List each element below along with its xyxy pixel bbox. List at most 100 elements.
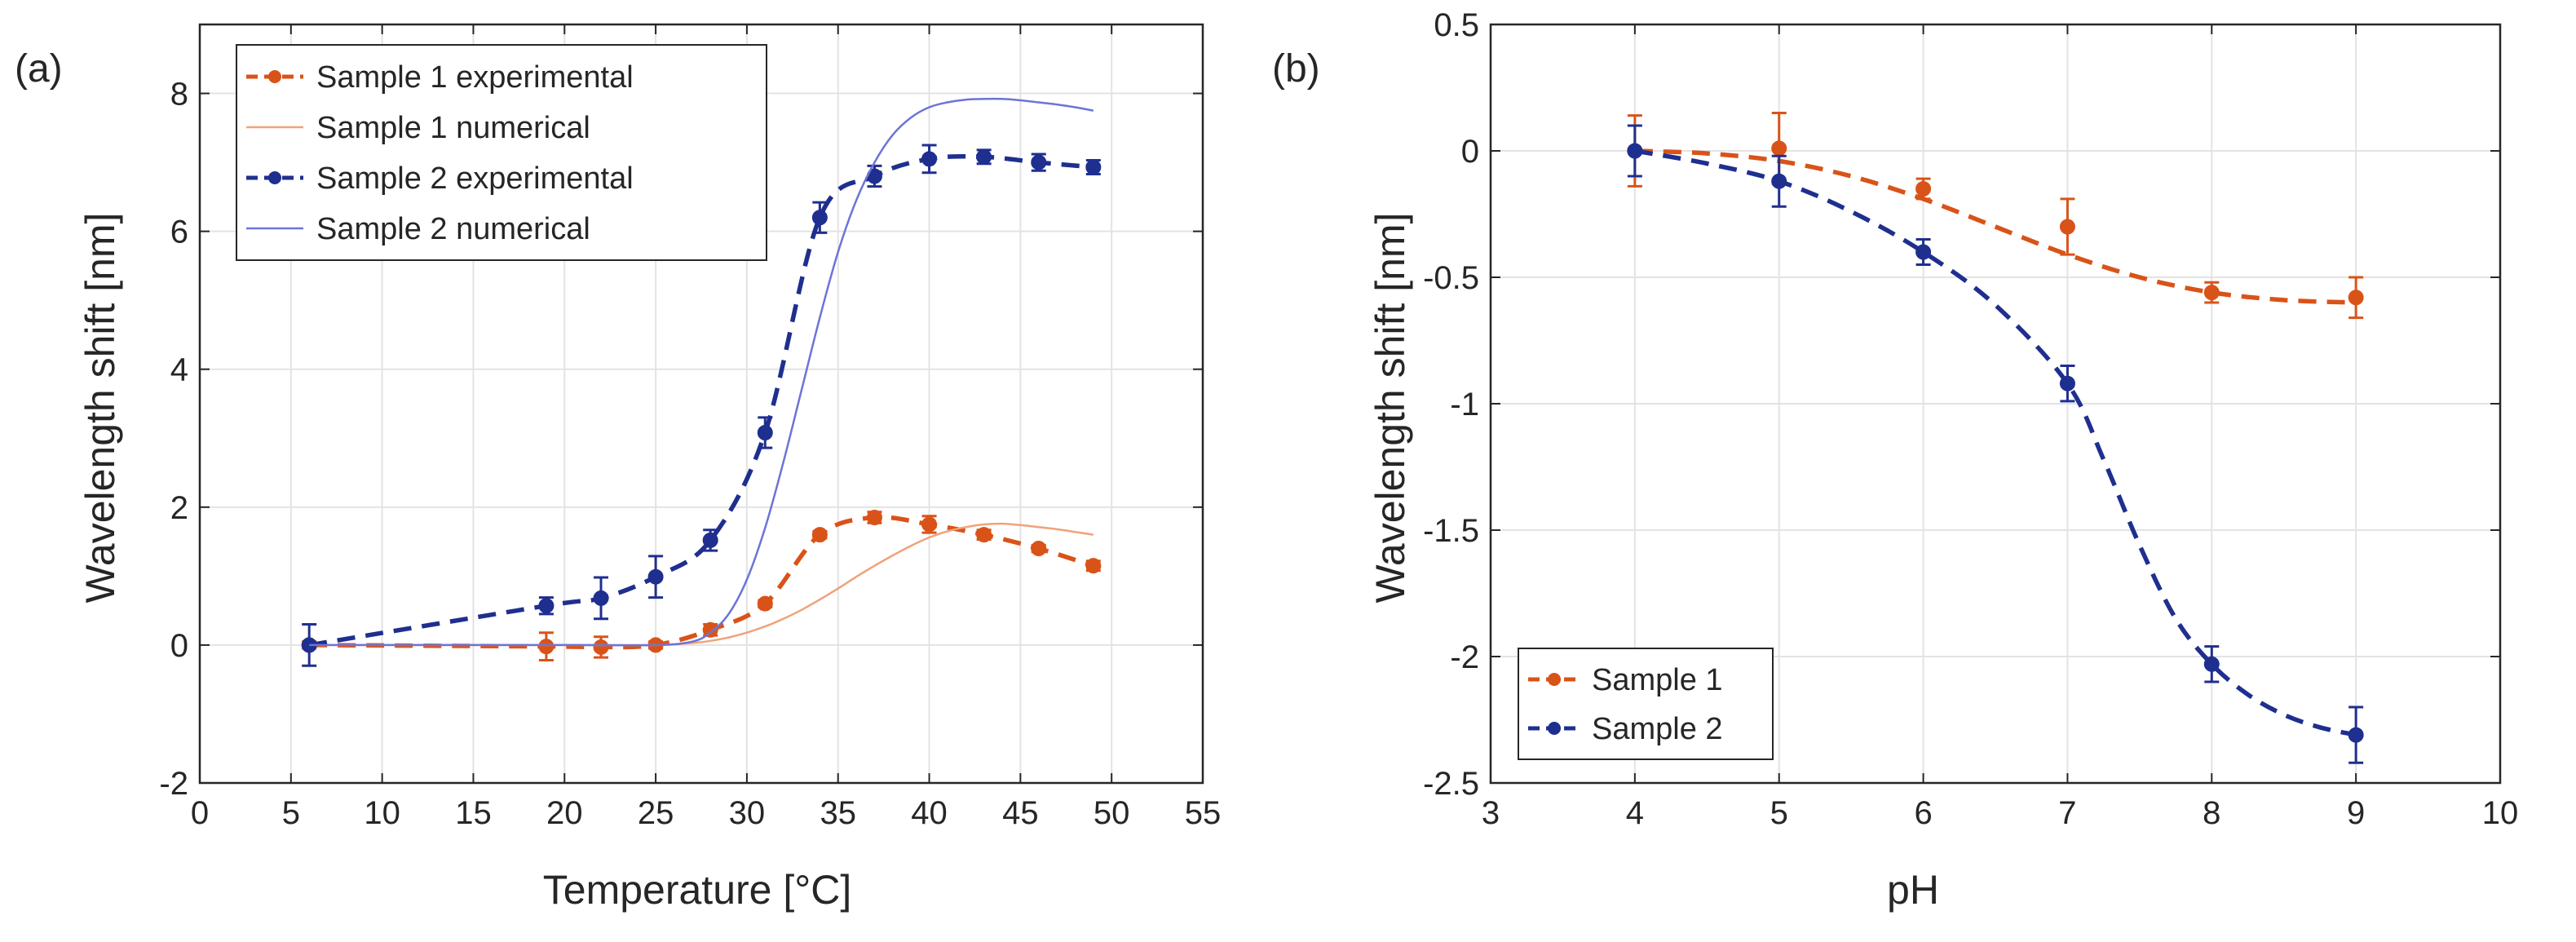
panel-a-x-tick-label: 50	[1094, 795, 1130, 831]
panel-b-y-tick-label: -1	[1450, 387, 1479, 422]
panel-b-x-tick-label: 7	[2058, 795, 2076, 831]
panel-a-y-tick-label: 6	[170, 214, 188, 250]
panel-b-legend: Sample 1 Sample 2	[1518, 648, 1774, 760]
panel-a-y-tick-label: 0	[170, 628, 188, 664]
panel-b-series-sample-1-point	[2348, 290, 2364, 306]
panel-a-series-sample-1-experimental-point	[538, 639, 555, 655]
panel-a-series-sample-2-numerical-line	[309, 97, 1094, 647]
panel-a-y-tick-label: 4	[170, 352, 188, 388]
panel-a-series-sample-1-experimental-point	[811, 527, 828, 543]
panel-a-series-sample-2-experimental-point	[811, 210, 828, 226]
panel-a-x-tick-label: 15	[455, 795, 492, 831]
panel-a-x-tick-label: 20	[546, 795, 583, 831]
panel-b-series-sample-2-point	[1627, 143, 1643, 159]
panel-a-x-tick-label: 25	[638, 795, 674, 831]
panel-b-series-sample-1-point	[1915, 181, 1932, 197]
panel-b-legend-box	[1518, 648, 1774, 760]
panel-a-series-sample-1-experimental-point	[1085, 558, 1102, 574]
panel-a-legend-entry: Sample 2 experimental	[246, 161, 634, 196]
panel-a-x-tick-label: 40	[911, 795, 948, 831]
panel-b-label: (b)	[1272, 47, 1320, 91]
panel-a-x-axis-label: Temperature [°C]	[543, 867, 851, 913]
panel-b-series-sample-1-line	[1634, 148, 2357, 305]
panel-b-series-sample-2-point	[2203, 656, 2220, 672]
panel-b-series-sample-2-point	[2059, 375, 2075, 391]
panel-b-legend-entry: Sample 2	[1528, 712, 1723, 746]
panel-a-legend-entry: Sample 1 experimental	[246, 60, 634, 95]
panel-b-x-tick-label: 10	[2482, 795, 2519, 831]
panel-a-series-sample-2-experimental	[301, 144, 1102, 667]
panel-a-series-sample-2-experimental-point	[1085, 159, 1102, 175]
panel-b-y-tick-label: -2	[1450, 639, 1479, 675]
panel-b-y-tick-label: -0.5	[1423, 260, 1479, 296]
panel-a-x-tick-label: 30	[729, 795, 766, 831]
panel-a-legend-entry: Sample 1 numerical	[246, 111, 590, 145]
panel-b-series-sample-2-point	[1915, 244, 1932, 260]
panel-b-series-sample-1-point	[2203, 285, 2220, 301]
panel-a-y-tick-label: -2	[159, 766, 188, 802]
panel-a-legend-label: Sample 1 experimental	[316, 60, 634, 95]
panel-b-legend-label: Sample 2	[1592, 712, 1723, 746]
panel-a-series-sample-2-experimental-line	[308, 154, 1094, 648]
panel-a-x-tick-label: 55	[1185, 795, 1222, 831]
panel-b-legend-entry: Sample 1	[1528, 663, 1723, 697]
panel-a-series-sample-1-experimental-point	[976, 527, 992, 543]
panel-b-y-axis-label: Wavelength shift [nm]	[1368, 213, 1413, 604]
panel-b-series-sample-2	[1627, 124, 2364, 764]
panel-a-x-tick-label: 0	[191, 795, 209, 831]
panel-a-series-sample-2-experimental-point	[921, 151, 938, 167]
panel-b-y-tick-label: -1.5	[1423, 513, 1479, 549]
panel-b-series-sample-1-point	[2059, 219, 2075, 235]
panel-a-series-sample-2-experimental-point	[1031, 154, 1047, 170]
panel-a-series-sample-2-experimental-point	[538, 598, 555, 614]
panel-b-x-tick-label: 6	[1914, 795, 1932, 831]
panel-a-y-tick-label: 8	[170, 77, 188, 113]
panel-a-legend-entry: Sample 2 numerical	[246, 212, 590, 246]
panel-a-series-sample-1-numerical-line	[309, 522, 1094, 647]
panel-a-y-axis-label: Wavelength shift [nm]	[77, 213, 123, 604]
panel-b-x-tick-label: 4	[1626, 795, 1644, 831]
panel-a-label: (a)	[15, 47, 63, 91]
panel-a-series-sample-1-experimental-point	[1031, 541, 1047, 557]
panel-b-x-tick-label: 8	[2203, 795, 2220, 831]
panel-a-legend-marker	[268, 171, 281, 184]
panel-b-legend-label: Sample 1	[1592, 663, 1723, 697]
panel-a-series-sample-2-experimental-point	[593, 590, 609, 606]
panel-a-y-tick-label: 2	[170, 490, 188, 526]
panel-a-series-sample-1-numerical	[309, 522, 1094, 647]
panel-a-legend-label: Sample 2 experimental	[316, 161, 634, 196]
panel-a-x-tick-label: 5	[282, 795, 300, 831]
panel-a-x-tick-label: 45	[1002, 795, 1039, 831]
panel-a-series-sample-1-experimental-point	[702, 621, 718, 638]
panel-a-series-sample-2-experimental-point	[647, 568, 664, 585]
panel-b-x-axis-label: pH	[1887, 867, 1939, 913]
panel-a-series-sample-2-experimental-point	[702, 532, 718, 548]
panel-b-legend-marker	[1548, 722, 1561, 735]
panel-a-series-sample-1-experimental	[301, 510, 1102, 662]
panel-a-x-tick-label: 35	[820, 795, 856, 831]
panel-a-legend: Sample 1 experimental Sample 1 numerical S…	[236, 44, 767, 261]
panel-b-x-tick-label: 9	[2347, 795, 2365, 831]
panel-b-y-tick-label: 0.5	[1434, 7, 1479, 43]
panel-b-series-sample-2-point	[2348, 727, 2364, 743]
panel-b-series-sample-2-line	[1634, 148, 2357, 737]
panel-a-series-sample-2-experimental-point	[757, 425, 773, 441]
panel-b-legend-marker	[1548, 673, 1561, 686]
panel-b-y-tick-label: -2.5	[1423, 766, 1479, 802]
panel-b-x-tick-label: 3	[1482, 795, 1500, 831]
panel-a-series-sample-2-numerical	[309, 97, 1094, 647]
panel-b-series-sample-2-point	[1771, 173, 1787, 189]
panel-a-legend-marker	[268, 70, 281, 83]
panel-a-series-sample-1-experimental-point	[757, 595, 773, 612]
panel-a-series-sample-1-experimental-point	[593, 639, 609, 655]
panel-b-x-tick-label: 5	[1770, 795, 1788, 831]
panel-a-axes-box	[198, 23, 1204, 785]
panel-a-legend-label: Sample 1 numerical	[316, 111, 590, 145]
panel-b-series-sample-1-point	[1771, 140, 1787, 157]
panel-a-legend-label: Sample 2 numerical	[316, 212, 590, 246]
panel-a-legend-box	[236, 44, 767, 261]
panel-b-y-tick-label: 0	[1461, 134, 1479, 170]
